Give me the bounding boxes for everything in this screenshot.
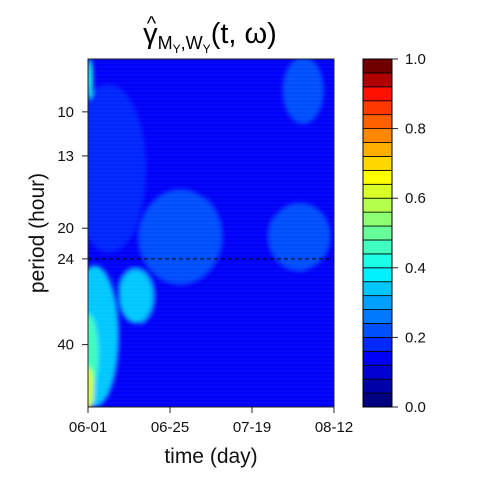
colorbar-segment <box>362 281 393 297</box>
heatmap-region <box>282 59 324 124</box>
colorbar <box>362 58 393 408</box>
heatmap-region <box>88 59 93 99</box>
y-tick-label: 40 <box>57 337 74 354</box>
colorbar-tick-label: 0.2 <box>405 329 426 346</box>
colorbar-segment <box>362 183 393 199</box>
colorbar-tick-label: 0.6 <box>405 190 426 207</box>
heatmap-region <box>118 269 153 324</box>
heatmap-plot-area <box>88 59 334 407</box>
colorbar-segment <box>362 350 393 366</box>
title-sub-y1: Y <box>173 42 181 56</box>
colorbar-segment <box>362 239 393 255</box>
colorbar-segment <box>362 211 393 227</box>
title-subscript: M <box>158 33 173 53</box>
heatmap-regions <box>88 59 331 407</box>
colorbar-tick-label: 1.0 <box>405 51 426 68</box>
x-axis-title: time (day) <box>164 445 257 468</box>
heatmap-region <box>88 366 94 407</box>
heatmap-region <box>88 84 147 253</box>
colorbar-segment <box>362 100 393 116</box>
colorbar-segment <box>362 86 393 102</box>
colorbar-segment <box>362 253 393 269</box>
heatmap-region <box>269 202 331 271</box>
x-axis: 06-01 06-25 07-19 08-12 <box>69 406 353 436</box>
colorbar-segment <box>362 378 393 394</box>
colorbar-segment <box>362 267 393 283</box>
title-args: (t, ω) <box>211 18 277 50</box>
x-tick-label: 06-01 <box>69 419 107 436</box>
x-tick-label: 07-19 <box>233 419 271 436</box>
chart-title: ^γMY,WY(t, ω) <box>143 13 277 56</box>
colorbar-segment <box>362 114 393 130</box>
y-tick-label: 10 <box>57 104 74 121</box>
title-sub-comma: ,W <box>181 33 203 53</box>
colorbar-segment <box>362 225 393 241</box>
y-tick-label: 13 <box>57 148 74 165</box>
x-tick-label: 06-25 <box>151 419 189 436</box>
colorbar-frame <box>362 58 393 408</box>
y-tick-label: 20 <box>57 220 74 237</box>
colorbar-segment <box>362 309 393 324</box>
y-axis: 10 13 20 24 40 <box>57 104 88 354</box>
title-hat: ^ <box>147 13 157 35</box>
title-sub-y2: Y <box>203 42 211 56</box>
colorbar-segment <box>362 58 393 74</box>
colorbar-segment <box>362 169 393 185</box>
colorbar-segment <box>362 156 393 171</box>
colorbar-segment <box>362 364 393 380</box>
colorbar-ticks: 0.0 0.2 0.4 0.6 0.8 1.0 <box>392 51 426 416</box>
colorbar-tick-label: 0.0 <box>405 399 426 416</box>
y-axis-title: period (hour) <box>26 173 49 293</box>
colorbar-segment <box>362 323 393 338</box>
colorbar-segment <box>362 128 393 143</box>
colorbar-tick-label: 0.8 <box>405 121 426 138</box>
colorbar-segment <box>362 336 393 352</box>
x-tick-label: 08-12 <box>315 419 353 436</box>
colorbar-segment <box>362 392 393 408</box>
heatmap-raster-lines <box>88 62 334 404</box>
heatmap-region <box>139 189 222 284</box>
colorbar-tick-label: 0.4 <box>405 260 426 277</box>
y-tick-label: 24 <box>57 251 74 268</box>
colorbar-segment <box>362 72 393 88</box>
svg-text:^γMY,WY(t, ω): ^γMY,WY(t, ω) <box>143 13 277 56</box>
colorbar-segment <box>362 142 393 157</box>
title-symbol: γ <box>143 18 158 50</box>
colorbar-segment <box>362 295 393 310</box>
colorbar-segment <box>362 197 393 213</box>
